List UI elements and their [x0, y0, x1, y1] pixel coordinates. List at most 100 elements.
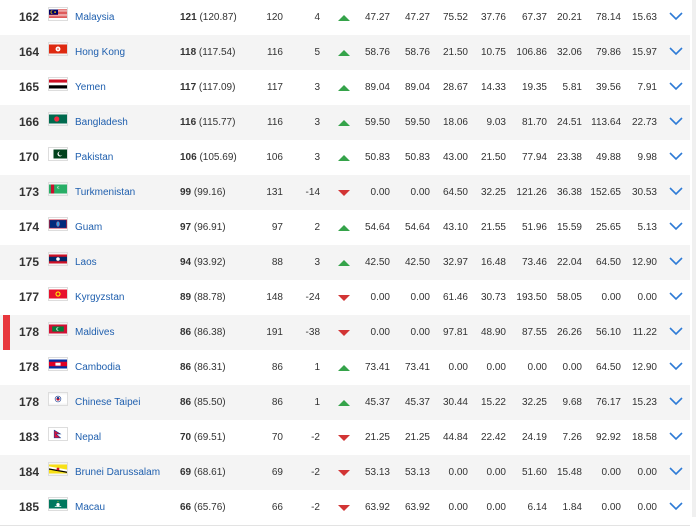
previous-points-cell: 66	[271, 502, 283, 513]
table-row[interactable]: 165 Yemen 117 (117.09) 117 3 89.04 89.04 28.67 1…	[0, 70, 690, 106]
rank-cell: 178	[18, 395, 40, 409]
stat-cell-e: 81.70	[521, 117, 547, 128]
stat-cell-c: 75.52	[442, 12, 468, 23]
trend-cell	[336, 455, 352, 490]
stat-cell-e: 77.94	[521, 152, 547, 163]
nepal-flag-icon	[48, 427, 68, 441]
points-cell: 116 (115.77)	[180, 105, 235, 140]
stat-cell-g: 64.50	[595, 362, 621, 373]
chevron-down-icon[interactable]	[669, 291, 683, 301]
stat-cell-f: 20.21	[556, 12, 582, 23]
trend-cell	[336, 280, 352, 315]
chevron-down-icon[interactable]	[669, 221, 683, 231]
trend-cell	[336, 35, 352, 70]
stat-cell-a: 73.41	[364, 362, 390, 373]
chevron-down-icon[interactable]	[669, 501, 683, 511]
stat-cell-b: 89.04	[404, 82, 430, 93]
country-link[interactable]: Hong Kong	[75, 47, 126, 58]
chevron-down-icon[interactable]	[669, 256, 683, 266]
table-row[interactable]: 173 Turkmenistan 99 (99.16) 131 -14 0.00 0.00 6…	[0, 175, 690, 211]
country-link[interactable]: Pakistan	[75, 152, 114, 163]
rank-cell: 170	[18, 150, 40, 164]
stat-cell-g: 92.92	[595, 432, 621, 443]
previous-points-cell: 106	[266, 152, 283, 163]
scrollbar-track[interactable]	[692, 0, 696, 517]
table-row[interactable]: 166 Bangladesh 116 (115.77) 116 3 59.50 59.50 1…	[0, 105, 690, 141]
points-cell: 86 (86.31)	[180, 350, 226, 385]
exact-points: (96.91)	[193, 222, 226, 233]
trend-up-icon	[338, 14, 350, 21]
chevron-down-icon[interactable]	[669, 396, 683, 406]
stat-cell-b: 21.25	[404, 432, 430, 443]
stat-cell-h: 0.00	[637, 292, 657, 303]
stat-cell-b: 45.37	[404, 397, 430, 408]
total-points: 121	[180, 12, 197, 23]
table-row[interactable]: 184 Brunei Darussalam 69 (68.61) 69 -2 53.13 5…	[0, 455, 690, 491]
total-points: 117	[180, 82, 197, 93]
chevron-down-icon[interactable]	[669, 11, 683, 21]
points-change-cell: -2	[311, 502, 320, 513]
table-row[interactable]: 162 Malaysia 121 (120.87) 120 4 47.27 47.27 75.…	[0, 0, 690, 36]
stat-cell-c: 64.50	[442, 187, 468, 198]
table-row[interactable]: 174 Guam 97 (96.91) 97 2 54.64 54.64 43.10 21.55…	[0, 210, 690, 246]
table-row[interactable]: 178 Chinese Taipei 86 (85.50) 86 1 45.37 45.37…	[0, 385, 690, 421]
table-row[interactable]: 175 Laos 94 (93.92) 88 3 42.50 42.50 32.97 16.48…	[0, 245, 690, 281]
chevron-down-icon[interactable]	[669, 431, 683, 441]
stat-cell-a: 54.64	[364, 222, 390, 233]
country-link[interactable]: Cambodia	[75, 362, 121, 373]
stat-cell-d: 9.03	[486, 117, 506, 128]
chevron-down-icon[interactable]	[669, 186, 683, 196]
trend-cell	[336, 210, 352, 245]
stat-cell-h: 12.90	[631, 362, 657, 373]
rank-cell: 175	[18, 255, 40, 269]
country-link[interactable]: Bangladesh	[75, 117, 128, 128]
total-points: 97	[180, 222, 192, 233]
trend-up-icon	[338, 49, 350, 56]
stat-cell-d: 22.42	[480, 432, 506, 443]
table-row[interactable]: 178 Cambodia 86 (86.31) 86 1 73.41 73.41 0.00 0.…	[0, 350, 690, 386]
rank-cell: 164	[18, 45, 40, 59]
country-link[interactable]: Macau	[75, 502, 106, 513]
stat-cell-b: 59.50	[404, 117, 430, 128]
country-link[interactable]: Yemen	[75, 82, 106, 93]
trend-up-icon	[338, 154, 350, 161]
chevron-down-icon[interactable]	[669, 46, 683, 56]
chevron-down-icon[interactable]	[669, 326, 683, 336]
trend-cell	[336, 0, 352, 35]
chevron-down-icon[interactable]	[669, 151, 683, 161]
stat-cell-d: 21.50	[480, 152, 506, 163]
country-link[interactable]: Kyrgyzstan	[75, 292, 125, 303]
country-link[interactable]: Malaysia	[75, 12, 115, 23]
stat-cell-e: 19.35	[521, 82, 547, 93]
stat-cell-h: 30.53	[631, 187, 657, 198]
table-row[interactable]: 164 Hong Kong 118 (117.54) 116 5 58.76 58.76 21…	[0, 35, 690, 71]
country-link[interactable]: Brunei Darussalam	[75, 467, 161, 478]
table-row[interactable]: 177 Kyrgyzstan 89 (88.78) 148 -24 0.00 0.00 61.…	[0, 280, 690, 316]
chevron-down-icon[interactable]	[669, 116, 683, 126]
stat-cell-b: 47.27	[404, 12, 430, 23]
table-row[interactable]: 178 Maldives 86 (86.38) 191 -38 0.00 0.00 97.81…	[0, 315, 690, 351]
table-row[interactable]: 185 Macau 66 (65.76) 66 -2 63.92 63.92 0.00 0.00…	[0, 490, 690, 526]
table-row[interactable]: 170 Pakistan 106 (105.69) 106 3 50.83 50.83 43.…	[0, 140, 690, 176]
points-cell: 97 (96.91)	[180, 210, 226, 245]
country-link[interactable]: Chinese Taipei	[75, 397, 141, 408]
country-link[interactable]: Guam	[75, 222, 103, 233]
points-cell: 94 (93.92)	[180, 245, 226, 280]
stat-cell-d: 30.73	[480, 292, 506, 303]
chevron-down-icon[interactable]	[669, 361, 683, 371]
previous-points-cell: 148	[266, 292, 283, 303]
stat-cell-a: 45.37	[364, 397, 390, 408]
country-link[interactable]: Laos	[75, 257, 97, 268]
points-change-cell: 3	[314, 117, 320, 128]
trend-up-icon	[338, 84, 350, 91]
chevron-down-icon[interactable]	[669, 81, 683, 91]
stat-cell-a: 50.83	[364, 152, 390, 163]
table-row[interactable]: 183 Nepal 70 (69.51) 70 -2 21.25 21.25 44.84 22.…	[0, 420, 690, 456]
stat-cell-a: 59.50	[364, 117, 390, 128]
country-link[interactable]: Turkmenistan	[75, 187, 136, 198]
country-link[interactable]: Nepal	[75, 432, 102, 443]
exact-points: (85.50)	[193, 397, 226, 408]
chevron-down-icon[interactable]	[669, 466, 683, 476]
country-link[interactable]: Maldives	[75, 327, 115, 338]
